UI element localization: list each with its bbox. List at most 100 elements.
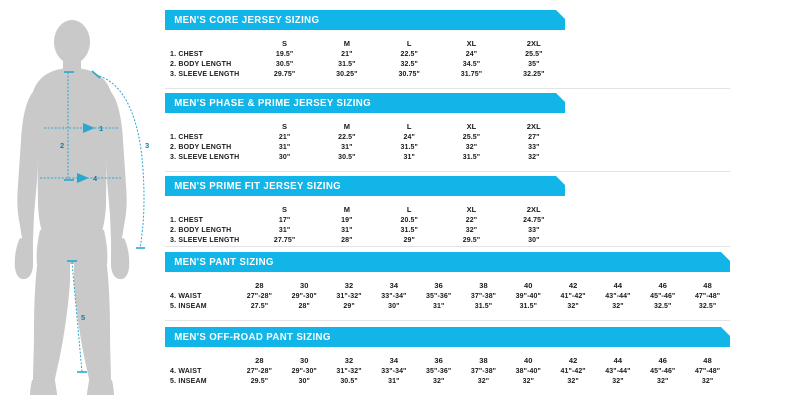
cell: 32" (612, 378, 624, 385)
cell: 30.25" (336, 71, 358, 78)
cell: 32" (465, 144, 478, 151)
col-head-2xl: 2XL (526, 38, 541, 48)
cell: 32.5" (400, 61, 418, 68)
size-table-pant: 28 30 32 34 36 38 40 42 44 46 48 (165, 279, 730, 312)
section-title: MEN'S PANT SIZING (174, 256, 274, 268)
cell: 32" (465, 227, 478, 234)
row-label: 2. BODY LENGTH (170, 144, 232, 151)
cell: 31.5" (338, 61, 356, 68)
cell: 30.5" (340, 378, 358, 385)
col-head-32: 32 (344, 280, 354, 290)
row-label: 4. WAIST (170, 368, 202, 375)
cell: 29"-30" (291, 293, 317, 300)
col-head-2xl: 2XL (526, 204, 541, 214)
cell: 29.5" (250, 378, 269, 385)
size-tables-container: MEN'S CORE JERSEY SIZING S M L XL 2XL (165, 0, 800, 400)
cell: 47"-48" (694, 368, 721, 375)
cell: 38"-40" (515, 368, 541, 375)
table-header-row: S M L XL 2XL (165, 203, 565, 216)
col-head-40: 40 (524, 355, 533, 365)
table-row: 4. WAIST 27"-28" 29"-30" 31"-32" 33"-34"… (165, 367, 730, 377)
measurement-marker-numbers: 1 2 3 4 5 (60, 124, 149, 322)
size-table-offroad-pant: 28 30 32 34 36 38 40 42 44 46 48 (165, 354, 730, 387)
table-row: 3. SLEEVE LENGTH 30" 30.5" 31" 31.5" 32" (165, 153, 565, 163)
col-head-m: M (343, 121, 351, 131)
col-head-38: 38 (479, 355, 488, 365)
col-head-xl: XL (466, 204, 477, 214)
col-head-32: 32 (344, 355, 354, 365)
cell: 32" (612, 303, 624, 310)
cell: 29" (403, 237, 415, 244)
cell: 27.75" (273, 237, 296, 244)
row-label: 2. BODY LENGTH (170, 61, 232, 68)
cell: 22.5" (338, 134, 356, 141)
col-head-46: 46 (658, 280, 667, 290)
col-head-blank (165, 203, 253, 216)
marker-3-label: 3 (145, 141, 149, 150)
col-head-34: 34 (389, 280, 399, 290)
table-row: 2. BODY LENGTH 30.5" 31.5" 32.5" 34.5" 3… (165, 60, 565, 70)
section-title: MEN'S PHASE & PRIME JERSEY SIZING (174, 97, 371, 109)
marker-1-label: 1 (99, 124, 103, 133)
cell: 31" (432, 303, 445, 310)
cell: 47"-48" (694, 293, 721, 300)
col-head-l: L (406, 38, 412, 48)
table-row: 1. CHEST 21" 22.5" 24" 25.5" 27" (165, 133, 565, 143)
row-label: 3. SLEEVE LENGTH (170, 237, 240, 244)
section-title: MEN'S PRIME FIT JERSEY SIZING (174, 180, 342, 192)
section-divider (165, 246, 730, 247)
cell: 30" (528, 237, 540, 244)
body-figure-svg: 1 2 3 4 5 (14, 20, 149, 395)
body-measurement-figure: 1 2 3 4 5 (0, 0, 165, 400)
cell: 31.5" (400, 227, 418, 234)
row-label: 1. CHEST (170, 134, 204, 141)
cell: 31.5" (519, 303, 538, 310)
cell: 30" (298, 378, 310, 385)
body-silhouette (14, 20, 130, 395)
table-row: 4. WAIST 27"-28" 29"-30" 31"-32" 33"-34"… (165, 292, 730, 302)
cell: 31" (341, 227, 353, 234)
cell: 32.5" (698, 303, 717, 310)
col-head-30: 30 (299, 355, 309, 365)
cell: 32" (528, 154, 540, 161)
col-head-36: 36 (434, 280, 443, 290)
col-head-l: L (406, 204, 412, 214)
col-head-38: 38 (479, 280, 488, 290)
col-head-44: 44 (613, 280, 623, 290)
cell: 31.5" (462, 154, 481, 161)
table-header-row: 28 30 32 34 36 38 40 42 44 46 48 (165, 354, 730, 367)
cell: 39"-40" (515, 293, 541, 300)
cell: 29.5" (462, 237, 481, 244)
cell: 25.5" (462, 134, 481, 141)
cell: 32.25" (523, 71, 545, 78)
col-head-blank (165, 354, 237, 367)
cell: 32" (432, 378, 445, 385)
table-block-pant: MEN'S PANT SIZING 28 30 32 34 36 38 40 4… (165, 252, 800, 312)
cell: 33" (528, 227, 540, 234)
col-head-48: 48 (703, 280, 712, 290)
col-head-l: L (406, 121, 412, 131)
cell: 24.75" (523, 217, 545, 224)
cell: 31" (341, 144, 353, 151)
row-label: 5. INSEAM (170, 378, 207, 385)
section-divider (165, 88, 730, 89)
size-table-core-jersey: S M L XL 2XL 1. CHEST 19.5" 21" 22.5" 24… (165, 37, 565, 80)
table-row: 5. INSEAM 29.5" 30" 30.5" 31" 32" 32" 32… (165, 377, 730, 387)
cell: 35" (528, 61, 540, 68)
marker-4-label: 4 (93, 174, 98, 183)
cell: 30.5" (338, 154, 356, 161)
cell: 31" (388, 378, 400, 385)
col-head-28: 28 (255, 280, 264, 290)
cell: 32" (701, 378, 714, 385)
cell: 28" (341, 237, 353, 244)
cell: 45"-46" (650, 368, 676, 375)
col-head-28: 28 (255, 355, 264, 365)
row-label: 2. BODY LENGTH (170, 227, 232, 234)
cell: 29" (343, 303, 355, 310)
cell: 29.75" (273, 71, 296, 78)
row-label: 1. CHEST (170, 51, 204, 58)
col-head-48: 48 (703, 355, 712, 365)
table-header-row: S M L XL 2XL (165, 37, 565, 50)
col-head-36: 36 (434, 355, 443, 365)
